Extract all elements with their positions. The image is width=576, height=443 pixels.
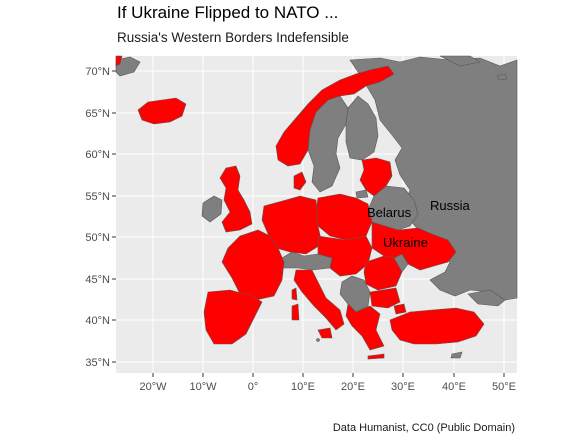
corsica-shape: [291, 287, 298, 301]
italy-shape: [293, 269, 345, 331]
kaliningrad-shape: [355, 189, 369, 199]
malta-shape: [316, 338, 320, 342]
bulgaria-shape: [369, 287, 401, 309]
x-tick-label: 10°E: [291, 381, 315, 393]
y-axis-ticks: [112, 70, 116, 363]
crete-shape: [367, 353, 385, 360]
nato-countries: [115, 55, 485, 360]
svalbard-shape: [115, 56, 141, 77]
kolguev-shape: [496, 73, 508, 81]
x-tick-label: 20°W: [139, 381, 167, 393]
france-shape: [221, 229, 285, 301]
caption: Data Humanist, CC0 (Public Domain): [332, 422, 515, 434]
iberia-shape: [203, 289, 263, 345]
x-tick-label: 0°: [248, 381, 259, 393]
north-islands-shape: [439, 55, 481, 67]
x-tick-label: 30°E: [391, 381, 415, 393]
label-ukraine: Ukraine: [383, 235, 428, 250]
sweden-shape: [307, 95, 349, 193]
y-tick-label: 55°N: [85, 191, 110, 203]
label-belarus: Belarus: [367, 205, 412, 220]
denmark-shape: [293, 171, 307, 191]
greece-shape: [345, 303, 385, 351]
x-tick-label: 10°W: [189, 381, 217, 393]
great-britain-shape: [219, 165, 253, 233]
romania-shape: [363, 255, 403, 291]
sardinia-shape: [291, 303, 300, 321]
balkans-shape: [339, 275, 371, 313]
finland-shape: [345, 95, 379, 161]
norway-shape: [275, 65, 395, 167]
label-russia: Russia: [430, 198, 471, 213]
baltics-shape: [359, 157, 393, 197]
cyprus-shape: [450, 351, 463, 359]
caucasus-shape: [467, 289, 506, 307]
y-tick-label: 70°N: [85, 66, 110, 78]
x-axis-ticks: [152, 373, 505, 377]
greenland-shape: [115, 55, 123, 67]
chart-title: If Ukraine Flipped to NATO ...: [117, 3, 339, 22]
ireland-shape: [201, 195, 223, 223]
germany-benelux-shape: [261, 195, 323, 255]
turkey-thrace-shape: [393, 303, 407, 315]
russia-shape: [349, 56, 518, 301]
iceland-shape: [137, 97, 187, 125]
y-tick-label: 40°N: [85, 315, 110, 327]
chart-subtitle: Russia's Western Borders Indefensible: [117, 30, 349, 45]
y-tick-label: 65°N: [85, 108, 110, 120]
y-tick-label: 35°N: [85, 357, 110, 369]
x-tick-label: 20°E: [341, 381, 365, 393]
turkey-shape: [389, 307, 485, 345]
y-tick-label: 45°N: [85, 274, 110, 286]
non-nato-countries: [115, 55, 518, 359]
x-tick-label: 40°E: [442, 381, 466, 393]
sicily-shape: [317, 327, 333, 339]
y-tick-label: 60°N: [85, 149, 110, 161]
x-tick-label: 50°E: [492, 381, 516, 393]
central-europe-shape: [317, 235, 373, 277]
y-tick-label: 50°N: [85, 232, 110, 244]
